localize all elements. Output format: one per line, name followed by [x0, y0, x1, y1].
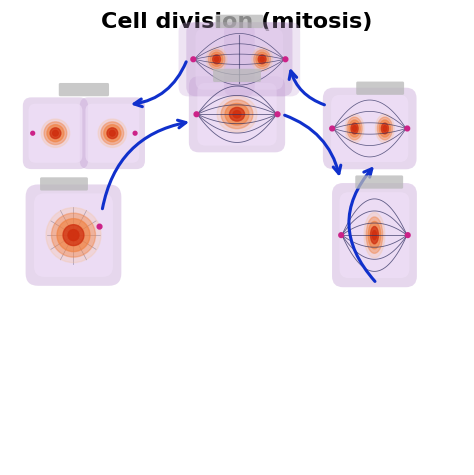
- FancyArrowPatch shape: [349, 169, 375, 281]
- Ellipse shape: [260, 57, 264, 62]
- FancyArrowPatch shape: [102, 120, 186, 209]
- FancyBboxPatch shape: [213, 69, 261, 82]
- Circle shape: [283, 57, 288, 62]
- Ellipse shape: [208, 50, 225, 69]
- Ellipse shape: [109, 130, 115, 136]
- FancyArrowPatch shape: [289, 71, 324, 105]
- Circle shape: [275, 112, 280, 117]
- Ellipse shape: [366, 217, 383, 253]
- FancyBboxPatch shape: [331, 95, 408, 162]
- Ellipse shape: [98, 119, 127, 147]
- Text: Cell division (mitosis): Cell division (mitosis): [101, 12, 373, 32]
- Ellipse shape: [377, 117, 392, 140]
- FancyBboxPatch shape: [34, 193, 113, 277]
- Ellipse shape: [53, 130, 58, 136]
- FancyBboxPatch shape: [179, 22, 255, 96]
- Ellipse shape: [383, 125, 387, 131]
- Circle shape: [31, 131, 35, 135]
- FancyBboxPatch shape: [332, 183, 417, 287]
- Ellipse shape: [347, 117, 362, 140]
- FancyBboxPatch shape: [23, 97, 88, 169]
- Ellipse shape: [104, 125, 121, 142]
- Ellipse shape: [206, 48, 227, 71]
- FancyArrowPatch shape: [285, 115, 341, 174]
- FancyBboxPatch shape: [59, 83, 109, 96]
- Ellipse shape: [351, 123, 358, 134]
- Ellipse shape: [381, 123, 389, 134]
- Ellipse shape: [371, 227, 378, 244]
- Ellipse shape: [47, 125, 64, 142]
- Ellipse shape: [57, 218, 90, 252]
- Ellipse shape: [254, 50, 271, 69]
- Ellipse shape: [50, 128, 61, 139]
- Circle shape: [339, 233, 344, 238]
- Ellipse shape: [379, 120, 391, 137]
- Ellipse shape: [213, 55, 220, 64]
- Ellipse shape: [210, 52, 223, 66]
- FancyBboxPatch shape: [356, 82, 404, 95]
- Circle shape: [191, 57, 196, 62]
- FancyBboxPatch shape: [356, 175, 403, 189]
- Circle shape: [405, 126, 410, 131]
- FancyBboxPatch shape: [323, 88, 417, 169]
- FancyBboxPatch shape: [26, 184, 121, 286]
- Ellipse shape: [256, 52, 268, 66]
- Ellipse shape: [375, 114, 394, 142]
- FancyBboxPatch shape: [28, 104, 82, 163]
- FancyArrowPatch shape: [134, 62, 186, 107]
- FancyBboxPatch shape: [85, 104, 139, 163]
- Ellipse shape: [364, 212, 385, 258]
- FancyBboxPatch shape: [224, 22, 300, 96]
- Ellipse shape: [353, 125, 356, 131]
- Circle shape: [97, 224, 102, 229]
- Ellipse shape: [41, 119, 70, 147]
- Ellipse shape: [349, 120, 360, 137]
- Ellipse shape: [107, 128, 118, 139]
- Ellipse shape: [258, 55, 266, 64]
- FancyBboxPatch shape: [215, 15, 264, 28]
- Ellipse shape: [52, 213, 95, 257]
- FancyBboxPatch shape: [197, 83, 277, 146]
- Ellipse shape: [229, 107, 245, 121]
- Ellipse shape: [44, 122, 67, 144]
- FancyBboxPatch shape: [80, 97, 145, 169]
- FancyBboxPatch shape: [339, 192, 410, 278]
- FancyBboxPatch shape: [186, 22, 292, 96]
- Circle shape: [405, 233, 410, 238]
- FancyBboxPatch shape: [189, 76, 285, 152]
- Ellipse shape: [368, 221, 381, 249]
- Circle shape: [194, 112, 199, 117]
- Ellipse shape: [217, 96, 257, 132]
- Ellipse shape: [63, 225, 84, 246]
- Ellipse shape: [101, 122, 124, 144]
- Circle shape: [330, 126, 335, 131]
- Ellipse shape: [233, 111, 241, 118]
- Ellipse shape: [225, 104, 249, 125]
- Ellipse shape: [252, 48, 273, 71]
- Ellipse shape: [373, 230, 376, 240]
- FancyBboxPatch shape: [40, 177, 88, 190]
- Ellipse shape: [345, 114, 364, 142]
- Ellipse shape: [68, 229, 79, 241]
- Ellipse shape: [221, 100, 253, 129]
- FancyBboxPatch shape: [196, 29, 283, 90]
- Circle shape: [133, 131, 137, 135]
- Ellipse shape: [46, 208, 101, 263]
- Ellipse shape: [215, 57, 219, 62]
